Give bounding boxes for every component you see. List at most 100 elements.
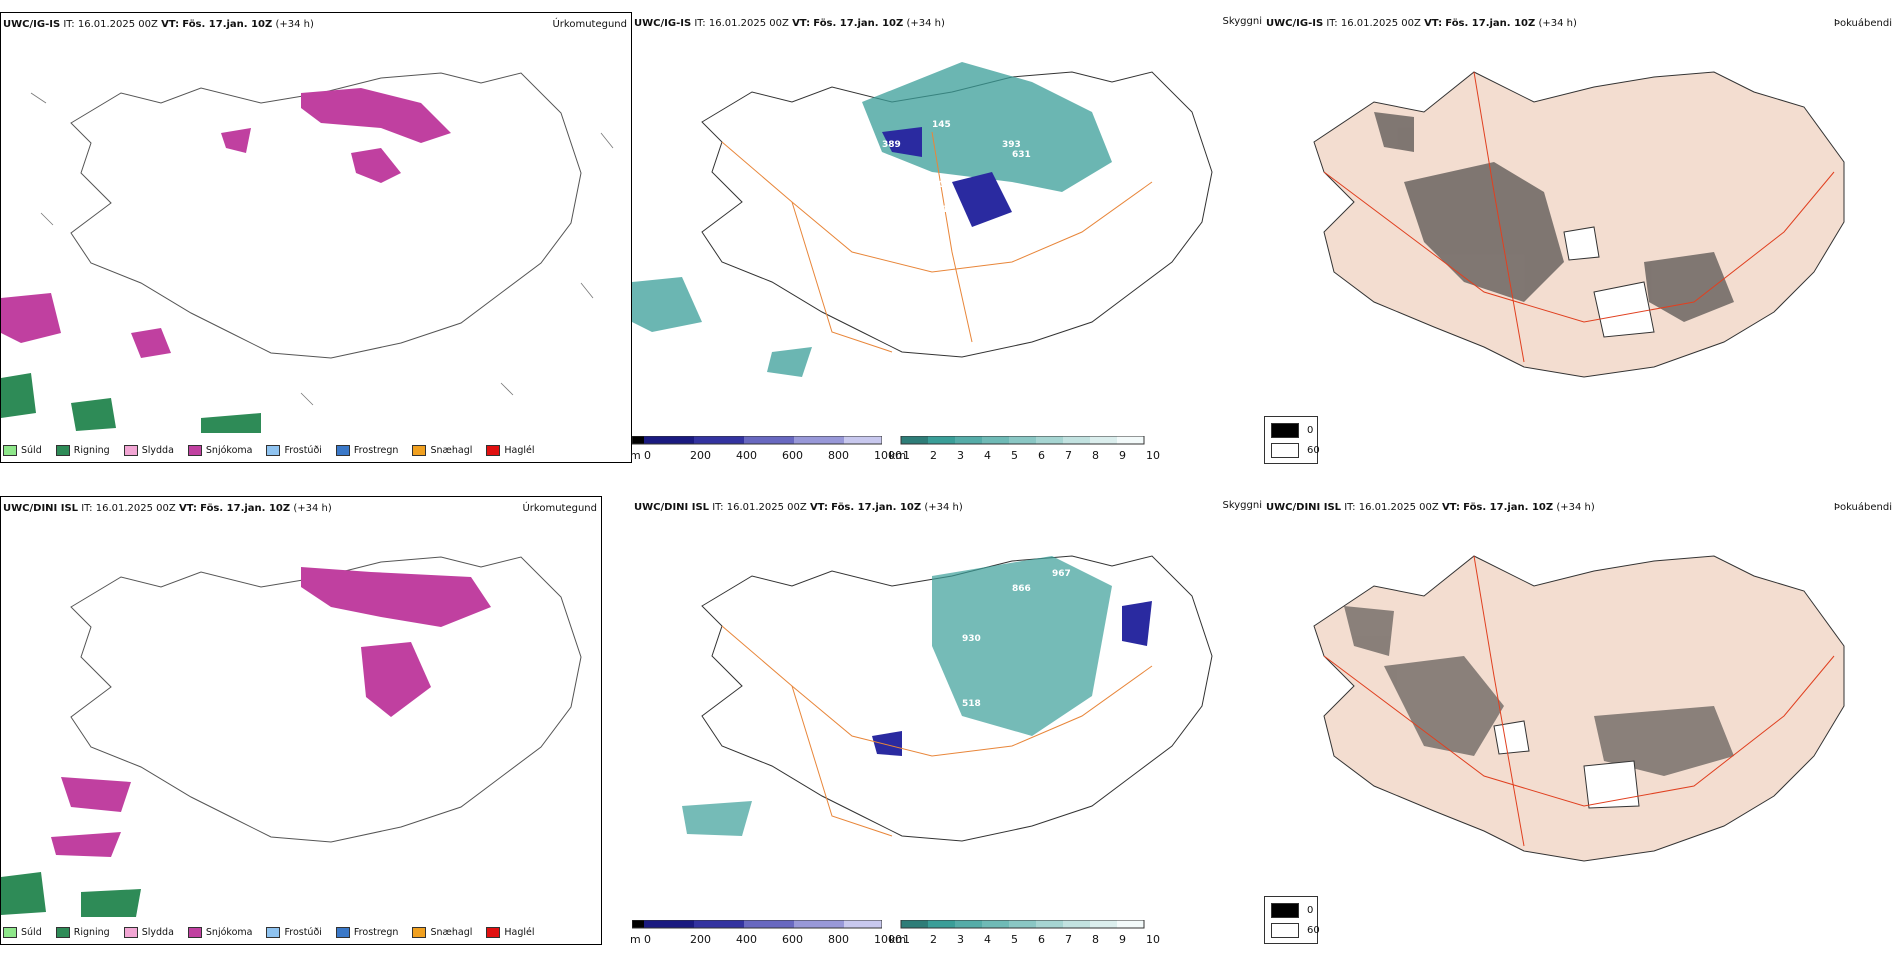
visibility-value-label: 100 — [942, 205, 961, 215]
visibility-value-label: 866 — [1012, 584, 1031, 594]
legend-swatch — [55, 927, 70, 938]
legend-swatch — [3, 445, 17, 456]
navy-areas — [872, 601, 1152, 756]
precip-legend: Súld Rigning Slydda Snjókoma Frostúði Frostre… — [3, 445, 535, 456]
colorbar-tick: 200 — [690, 449, 711, 462]
legend-swatch — [412, 927, 427, 938]
legend-swatch — [266, 927, 281, 938]
colorbar-tick: 600 — [782, 449, 803, 462]
legend-swatch — [187, 927, 202, 938]
fog-roads — [1323, 555, 1835, 847]
visibility-value-label: 631 — [1012, 150, 1031, 160]
colorbar-tick: 6 — [1038, 933, 1045, 946]
visibility-value-label: 967 — [1052, 569, 1071, 579]
legend-swatch — [335, 445, 350, 456]
legend-swatch — [123, 445, 138, 456]
legend-label: Rigning — [73, 445, 110, 456]
visibility-value-label: 518 — [962, 699, 981, 709]
panel-header: UWC/IG-IS IT: 16.01.2025 00Z VT: Fös. 17… — [3, 19, 314, 30]
teal-areas — [632, 62, 1112, 377]
visibility-map: 866 967 565 518 930 171 — [682, 555, 1213, 842]
colorbar-tick: 10 — [1146, 449, 1160, 462]
roads — [721, 131, 1153, 353]
colorbar-tick: 600 — [782, 933, 803, 946]
snow-areas — [1, 88, 451, 358]
legend-label: Frostúði — [284, 445, 322, 456]
panel-header: UWC/DINI ISL IT: 16.01.2025 00Z VT: Fös.… — [3, 503, 332, 514]
legend-item: Haglél — [486, 927, 535, 938]
precip-map — [1, 72, 614, 433]
visibility-value-label: 393 — [1002, 140, 1021, 150]
roads — [721, 625, 1153, 837]
visibility-value-label: 798 — [1032, 190, 1051, 200]
visibility-value-label: 565 — [902, 669, 921, 679]
rain-areas — [1, 872, 141, 917]
colorbar-tick: 400 — [736, 933, 757, 946]
panel-header: UWC/IG-IS IT: 16.01.2025 00Z VT: Fös. 17… — [634, 18, 945, 29]
legend-item: Frostúði — [266, 927, 322, 938]
colorbar-tick: 1000 — [874, 449, 902, 462]
legend-item: Súld — [3, 445, 42, 456]
colorbar-tick: 9 — [1119, 449, 1126, 462]
colorbar-unit: m — [630, 449, 641, 462]
panel-header: UWC/IG-IS IT: 16.01.2025 00Z VT: Fös. 17… — [1266, 18, 1577, 29]
vis-labels: 866 967 565 518 930 171 — [902, 569, 1091, 749]
colorbar-tick: 8 — [1092, 933, 1099, 946]
colorbar-tick: 7 — [1065, 933, 1072, 946]
panel-title: Skyggni — [1222, 500, 1262, 511]
legend-swatch — [55, 445, 70, 456]
legend-label: Haglél — [504, 445, 535, 456]
snow-areas — [51, 567, 491, 857]
legend-item: Frostúði — [266, 445, 322, 456]
visibility-value-label: 145 — [932, 120, 951, 130]
fog-panel-row1: UWC/IG-IS IT: 16.01.2025 00Z VT: Fös. 17… — [1264, 12, 1894, 477]
panel-title: Úrkomutegund — [522, 503, 597, 514]
colorbar-tick: 800 — [828, 449, 849, 462]
legend-swatch — [486, 445, 501, 456]
legend-label: Súld — [21, 927, 42, 938]
legend-swatch — [123, 927, 138, 938]
panel-title: Úrkomutegund — [552, 19, 627, 30]
colorbar-m-ramp — [631, 919, 883, 929]
colorbar-tick: 5 — [1011, 449, 1018, 462]
panel-title: Skyggni — [1222, 16, 1262, 27]
precip-legend: Súld Rigning Slydda Snjókoma Frostúði Frostre… — [3, 927, 535, 938]
precip-panel-row1: UWC/IG-IS IT: 16.01.2025 00Z VT: Fös. 17… — [0, 12, 632, 463]
fog-dark-areas — [1374, 112, 1734, 322]
legend-label: Frostregn — [353, 927, 399, 938]
colorbar-tick: 6 — [1038, 449, 1045, 462]
colorbar-tick: 4 — [984, 933, 991, 946]
legend-swatch — [335, 927, 350, 938]
legend-item: Súld — [3, 927, 42, 938]
legend-item: Snjókoma — [187, 927, 252, 938]
visibility-value-label: 308 — [862, 215, 881, 225]
panel-title: Þokuábendi — [1833, 18, 1892, 29]
visibility-value-label: 100 — [932, 180, 951, 190]
fog-legend-row2: 0 60 — [1264, 896, 1320, 944]
visibility-panel-row2: UWC/DINI ISL IT: 16.01.2025 00Z VT: Fös.… — [630, 496, 1320, 961]
legend-swatch — [3, 927, 17, 938]
rain-areas — [1, 373, 261, 433]
colorbar-tick: 3 — [957, 933, 964, 946]
colorbar-unit: km — [889, 449, 907, 462]
colorbar-unit: km — [889, 933, 907, 946]
panel-title: Þokuábendi — [1833, 502, 1892, 513]
legend-label: Frostregn — [353, 445, 399, 456]
colorbar-tick: 2 — [930, 933, 937, 946]
colorbar-tick: 7 — [1065, 449, 1072, 462]
legend-label: Frostúði — [284, 927, 322, 938]
panel-header: UWC/DINI ISL IT: 16.01.2025 00Z VT: Fös.… — [634, 502, 963, 513]
precip-map — [1, 556, 582, 917]
fog-map — [1313, 555, 1845, 862]
legend-item: Rigning — [55, 927, 110, 938]
legend-label: Rigning — [73, 927, 110, 938]
legend-item: Snæhagl — [412, 927, 472, 938]
legend-item: Haglél — [486, 445, 535, 456]
legend-label: Haglél — [504, 927, 535, 938]
colorbar-tick: 3 — [957, 449, 964, 462]
visibility-panel-row1: UWC/IG-IS IT: 16.01.2025 00Z VT: Fös. 17… — [630, 12, 1320, 477]
colorbar-tick: 800 — [828, 933, 849, 946]
colorbar-tick: 2 — [930, 449, 937, 462]
glaciers — [1493, 720, 1640, 809]
